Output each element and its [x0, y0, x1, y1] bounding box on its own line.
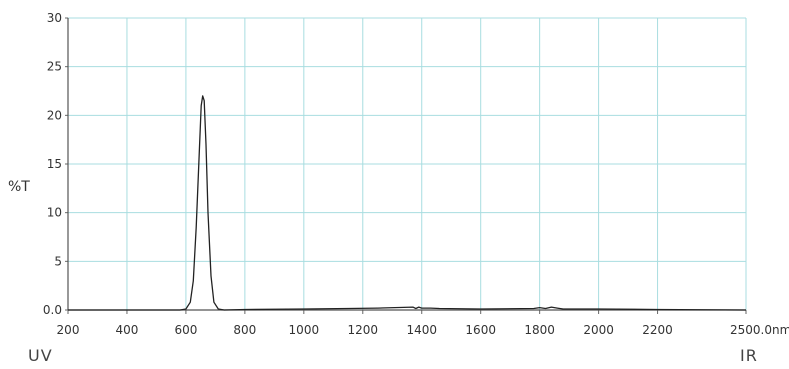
x-tick-label: 600 [174, 323, 197, 337]
x-tick-label: 200 [57, 323, 80, 337]
axes [65, 17, 747, 314]
x-tick-label: 1000 [289, 323, 320, 337]
y-tick-label: 15 [47, 157, 62, 171]
x-tick-labels: 200 400 600 800 1000 1200 1400 1600 1800 2000 2200… [57, 323, 789, 337]
x-tick-label: 1600 [465, 323, 496, 337]
x-tick-label: 800 [233, 323, 256, 337]
x-tick-label: 400 [116, 323, 139, 337]
y-tick-label: 5 [54, 254, 62, 268]
transmittance-line [68, 95, 747, 311]
y-axis-label: %T [8, 179, 30, 195]
y-tick-labels: 0.0 5 10 15 20 25 30 [43, 11, 62, 317]
series-group [68, 95, 747, 311]
y-tick-label: 10 [47, 206, 62, 220]
y-tick-label: 30 [47, 11, 62, 25]
x-tick-label: 2200 [642, 323, 673, 337]
x-tick-label: 2500.0nm [730, 323, 789, 337]
y-tick-label: 0.0 [43, 303, 62, 317]
y-tick-label: 25 [47, 60, 62, 74]
x-tick-label: 1800 [524, 323, 555, 337]
y-tick-label: 20 [47, 108, 62, 122]
x-tick-label: 1200 [348, 323, 379, 337]
x-tick-label: 1400 [406, 323, 437, 337]
uv-label: UV [28, 346, 53, 365]
x-tick-label: 2000 [583, 323, 614, 337]
ir-label: IR [740, 346, 758, 365]
grid [67, 17, 747, 310]
